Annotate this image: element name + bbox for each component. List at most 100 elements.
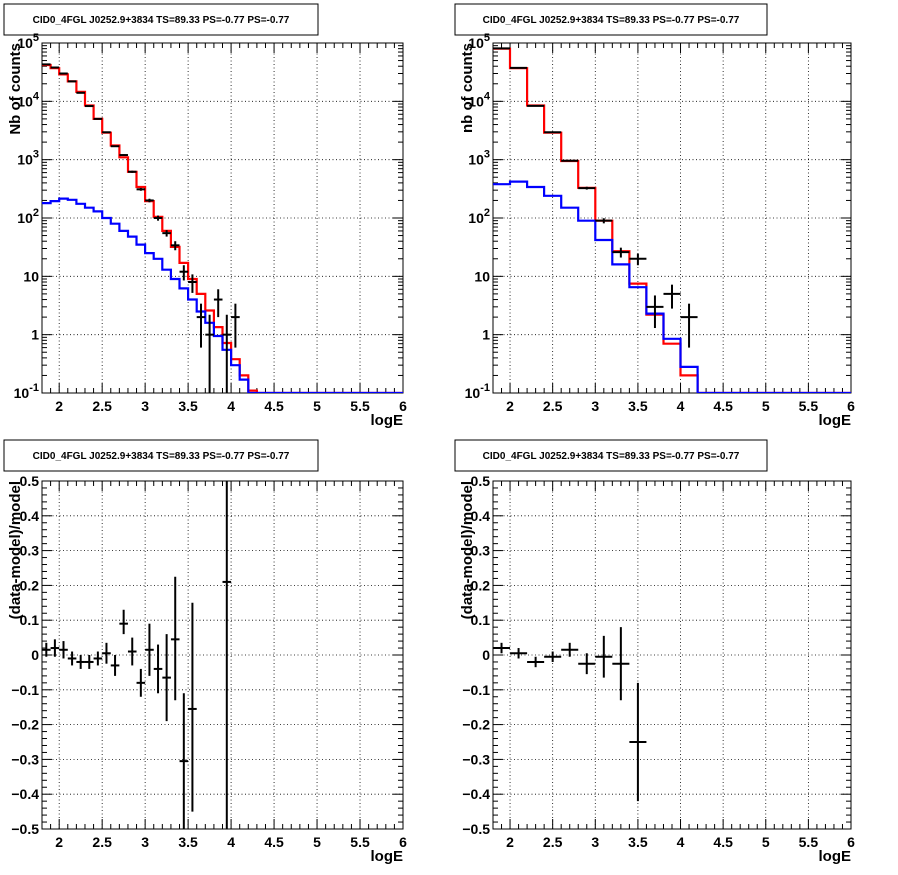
data-point xyxy=(612,627,630,701)
grid xyxy=(42,480,404,830)
data-point xyxy=(84,105,94,108)
y-tick-label: −0.4 xyxy=(11,786,39,802)
data-point xyxy=(231,303,240,348)
data-point xyxy=(119,609,128,635)
x-tick-label: 6 xyxy=(847,834,855,850)
data-point xyxy=(646,295,664,329)
data-points xyxy=(42,63,240,393)
y-tick-label: 0 xyxy=(482,647,490,663)
data-point xyxy=(136,187,146,191)
chart-title: CID0_4FGL J0252.9+3834 TS=89.33 PS=-0.77… xyxy=(33,451,290,462)
data-point xyxy=(188,274,197,293)
y-tick-label: −0.1 xyxy=(462,682,490,698)
plot-area xyxy=(493,627,647,802)
x-tick-label: 4.5 xyxy=(713,834,733,850)
x-tick-label: 6 xyxy=(399,398,407,414)
chart-title: CID0_4FGL J0252.9+3834 TS=89.33 PS=-0.77… xyxy=(33,15,290,26)
grid xyxy=(493,480,852,830)
x-tick-label: 3 xyxy=(141,834,149,850)
y-tick-label: 0.3 xyxy=(20,543,40,559)
title-box xyxy=(3,3,319,36)
y-tick-label: 102 xyxy=(17,207,39,226)
x-tick-label: 2.5 xyxy=(92,398,112,414)
y-tick-label: −0.1 xyxy=(11,682,39,698)
data-point xyxy=(561,642,579,657)
grid xyxy=(493,42,852,394)
axis-ticks xyxy=(41,42,404,394)
data-point xyxy=(59,641,68,659)
plot-frame xyxy=(41,480,404,830)
data-point xyxy=(110,655,120,676)
data-point xyxy=(663,284,681,309)
y-tick-label: 0.3 xyxy=(471,543,491,559)
data-point xyxy=(179,693,189,829)
data-point xyxy=(145,623,154,676)
y-axis-label: (data-model)/model xyxy=(7,481,24,619)
data-point xyxy=(170,576,180,701)
pad-residuals_coarse: CID0_4FGL J0252.9+3834 TS=89.33 PS=-0.77… xyxy=(454,439,855,865)
x-tick-label: 4 xyxy=(677,398,685,414)
data-point xyxy=(102,642,111,664)
y-tick-label: −0.2 xyxy=(462,717,490,733)
axis-ticks xyxy=(492,42,852,394)
x-tick-label: 6 xyxy=(847,398,855,414)
x-tick-label: 4.5 xyxy=(264,834,284,850)
chart-title: CID0_4FGL J0252.9+3834 TS=89.33 PS=-0.77… xyxy=(483,15,740,26)
y-tick-label: −0.2 xyxy=(11,717,39,733)
data-point xyxy=(93,117,103,120)
y-tick-label: 0.2 xyxy=(471,577,491,593)
data-point xyxy=(127,170,137,173)
chart-title: CID0_4FGL J0252.9+3834 TS=89.33 PS=-0.77… xyxy=(483,451,740,462)
data-point xyxy=(136,668,146,697)
y-tick-label: 1 xyxy=(482,327,490,343)
y-axis-label: Nb of counts xyxy=(7,43,24,135)
histogram-model-source xyxy=(42,197,403,393)
x-tick-label: 3 xyxy=(591,398,599,414)
data-point xyxy=(527,656,545,668)
x-tick-label: 5 xyxy=(762,834,770,850)
x-tick-label: 4.5 xyxy=(713,398,733,414)
data-point xyxy=(595,218,613,224)
x-tick-label: 5 xyxy=(313,834,321,850)
title-box xyxy=(3,439,319,472)
x-tick-label: 3.5 xyxy=(178,398,198,414)
pad-residuals_fine: CID0_4FGL J0252.9+3834 TS=89.33 PS=-0.77… xyxy=(3,439,407,865)
x-tick-label: 3.5 xyxy=(628,834,648,850)
histogram-model-source xyxy=(493,180,851,393)
data-point xyxy=(153,215,163,221)
y-tick-label: 102 xyxy=(468,207,490,226)
y-tick-label: −0.3 xyxy=(462,751,490,767)
x-tick-label: 3 xyxy=(141,398,149,414)
data-point xyxy=(162,634,171,722)
y-tick-label: 1 xyxy=(31,327,39,343)
data-point xyxy=(50,639,60,657)
x-tick-label: 2.5 xyxy=(92,834,112,850)
x-axis-label: logE xyxy=(371,412,404,429)
y-tick-label: 104 xyxy=(17,90,40,109)
x-tick-label: 5 xyxy=(313,398,321,414)
axis-ticks xyxy=(492,480,852,830)
x-tick-label: 5.5 xyxy=(799,834,819,850)
data-point xyxy=(76,655,85,669)
data-point xyxy=(162,230,171,237)
y-axis-label: nb of counts xyxy=(459,43,476,133)
y-tick-label: 10-1 xyxy=(465,382,490,401)
x-tick-label: 2.5 xyxy=(543,834,563,850)
y-tick-label: 103 xyxy=(468,149,490,168)
data-points xyxy=(42,481,232,829)
title-box xyxy=(454,3,768,36)
y-tick-label: 10 xyxy=(474,268,490,284)
data-point xyxy=(578,653,596,675)
x-axis-label: logE xyxy=(371,848,404,865)
x-tick-label: 2 xyxy=(506,834,514,850)
title-box xyxy=(454,439,768,472)
y-tick-label: 103 xyxy=(17,149,39,168)
x-axis-label: logE xyxy=(819,412,852,429)
plot-area xyxy=(493,47,851,393)
y-tick-label: 105 xyxy=(17,32,39,51)
data-point xyxy=(67,651,77,666)
data-point xyxy=(110,145,120,148)
data-point xyxy=(544,131,562,134)
plot-area xyxy=(42,63,403,393)
x-tick-label: 3.5 xyxy=(628,398,648,414)
